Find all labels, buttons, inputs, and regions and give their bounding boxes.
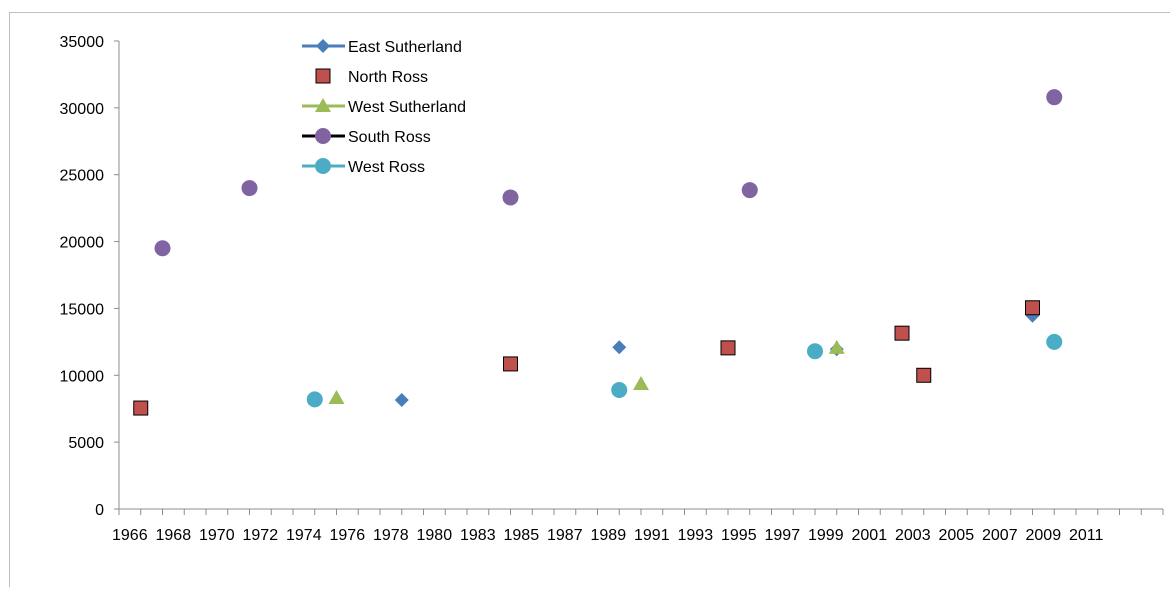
point-south-ross	[241, 180, 258, 197]
x-tick-label: 1995	[721, 527, 757, 544]
x-tick-label: 1991	[634, 527, 670, 544]
legend-label-north-ross: North Ross	[348, 69, 428, 86]
point-west-sutherland	[828, 339, 845, 354]
x-tick-label: 1983	[460, 527, 496, 544]
point-north-ross	[1025, 300, 1040, 316]
legend-marker-west-sutherland	[315, 98, 331, 112]
x-tick-label: 1993	[678, 527, 714, 544]
y-tick-label: 35000	[60, 34, 105, 51]
y-tick-label: 20000	[60, 235, 105, 252]
x-tick-label: 2005	[939, 527, 975, 544]
x-tick-label: 1978	[373, 527, 409, 544]
x-tick-label: 1976	[330, 527, 366, 544]
legend-label-west-sutherland: West Sutherland	[348, 99, 466, 116]
point-west-ross	[611, 381, 628, 398]
legend-item-south-ross: South Ross	[302, 128, 431, 146]
point-south-ross	[154, 240, 171, 257]
legend-label-east-sutherland: East Sutherland	[348, 39, 462, 56]
point-west-ross	[1046, 333, 1063, 350]
point-east-sutherland	[612, 340, 627, 355]
x-tick-label: 1999	[808, 527, 844, 544]
x-tick-label: 2003	[895, 527, 931, 544]
point-north-ross	[133, 400, 149, 416]
legend-marker-north-ross	[315, 68, 331, 84]
y-tick-label: 15000	[60, 301, 105, 318]
x-tick-label: 2009	[1026, 527, 1062, 544]
y-axis: 0 5000 10000 15000 20000 25000 30000 35000	[60, 34, 120, 519]
legend-marker-east-sutherland	[316, 39, 330, 53]
point-south-ross	[1046, 89, 1063, 106]
y-tick-label: 30000	[60, 101, 105, 118]
y-tick-label: 10000	[60, 368, 105, 385]
x-tick-label: 1972	[243, 527, 279, 544]
x-tick-label: 1968	[156, 527, 192, 544]
legend-item-north-ross: North Ross	[315, 68, 428, 86]
x-tick-label: 2011	[1069, 527, 1104, 544]
point-south-ross	[741, 182, 758, 199]
point-west-ross	[306, 391, 323, 408]
legend-label-south-ross: South Ross	[348, 129, 431, 146]
x-axis: 1966 1968 1970 1972 1974 1976 1978 1980 1983 1985…	[112, 508, 1164, 544]
point-west-sutherland	[633, 375, 649, 390]
point-east-sutherland	[394, 393, 409, 408]
data-points	[133, 89, 1063, 416]
point-north-ross	[720, 340, 736, 356]
legend-item-east-sutherland: East Sutherland	[302, 39, 462, 56]
point-north-ross	[894, 325, 910, 341]
legend-label-west-ross: West Ross	[348, 159, 425, 176]
legend-item-west-sutherland: West Sutherland	[302, 98, 466, 116]
point-west-sutherland	[328, 390, 345, 405]
chart-frame	[9, 12, 1170, 587]
point-south-ross	[502, 189, 519, 206]
x-tick-label: 1985	[504, 527, 540, 544]
x-tick-label: 2007	[982, 527, 1018, 544]
x-tick-label: 1966	[112, 527, 148, 544]
legend-marker-south-ross	[315, 128, 331, 144]
legend-item-west-ross: West Ross	[302, 158, 425, 176]
legend: East Sutherland North Ross West Sutherland…	[302, 39, 466, 176]
x-tick-label: 1974	[286, 527, 322, 544]
y-tick-label: 0	[95, 502, 104, 519]
y-tick-label: 5000	[68, 435, 104, 452]
x-tick-label: 1997	[765, 527, 801, 544]
point-north-ross	[916, 367, 932, 383]
point-west-ross	[807, 343, 823, 360]
point-north-ross	[503, 356, 518, 372]
x-tick-label: 1970	[199, 527, 235, 544]
x-tick-label: 1980	[417, 527, 453, 544]
x-tick-label: 1987	[547, 527, 583, 544]
x-tick-label: 1989	[591, 527, 627, 544]
legend-marker-west-ross	[315, 158, 331, 174]
y-tick-label: 25000	[60, 168, 105, 185]
x-tick-label: 2001	[852, 527, 888, 544]
